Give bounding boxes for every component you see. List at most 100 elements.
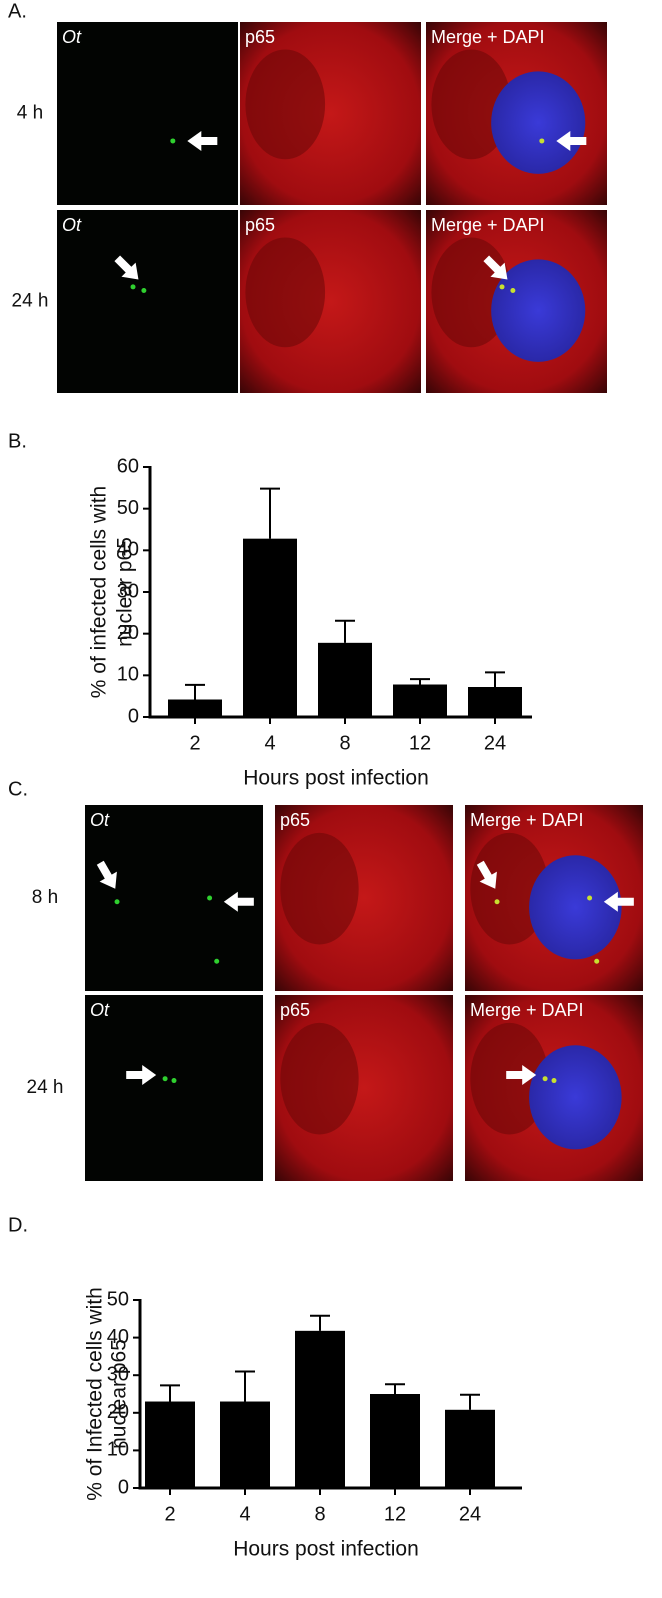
- x-tick-label: 2: [189, 732, 200, 754]
- y-tick-label: 50: [117, 497, 139, 519]
- nucleus: [529, 855, 622, 960]
- micrograph: Ot: [57, 22, 238, 205]
- image-label: p65: [280, 810, 310, 830]
- error-bar: [160, 1384, 180, 1402]
- nucleus: [491, 259, 586, 362]
- bar: [220, 1401, 270, 1488]
- cell-shadow: [245, 49, 326, 160]
- bacterium: [594, 958, 600, 964]
- y-axis-title: % of Infected cells with: [84, 1287, 107, 1501]
- x-tick-label: 8: [314, 1503, 325, 1525]
- arrow-head: [603, 891, 634, 912]
- image-label: Ot: [90, 810, 110, 830]
- y-tick-label: 60: [117, 455, 139, 477]
- error-bar: [185, 683, 205, 700]
- image-label: Merge + DAPI: [470, 1000, 584, 1020]
- bacterium: [510, 288, 516, 294]
- error-bar: [260, 487, 280, 539]
- bacterium: [207, 895, 213, 901]
- x-axis-title: Hours post infection: [233, 1538, 419, 1561]
- y-tick-label: 30: [107, 1363, 129, 1385]
- y-tick-label: 20: [117, 622, 139, 644]
- row-label: 8 h: [32, 887, 58, 908]
- image-bg: [85, 995, 263, 1181]
- micrograph: p65: [240, 22, 421, 205]
- micrograph: p65: [275, 995, 453, 1181]
- image-label: Ot: [62, 27, 82, 47]
- image-bg: [57, 22, 238, 205]
- y-tick-label: 40: [117, 539, 139, 561]
- arrow-head: [483, 255, 508, 280]
- cell-shadow: [470, 832, 549, 945]
- micrograph: Merge + DAPI: [465, 995, 643, 1181]
- image-label: p65: [280, 1000, 310, 1020]
- bar: [145, 1401, 195, 1488]
- x-tick-label: 8: [339, 732, 350, 754]
- bar: [243, 538, 297, 717]
- arrow-head: [556, 130, 587, 151]
- bacterium: [114, 899, 120, 905]
- arrow: [556, 130, 587, 151]
- micrograph: p65: [240, 210, 421, 393]
- y-tick-label: 20: [107, 1401, 129, 1423]
- bacterium: [214, 958, 220, 964]
- panel-label: B.: [8, 430, 27, 452]
- bar: [168, 699, 222, 717]
- arrow: [114, 255, 139, 280]
- arrow-head: [114, 255, 139, 280]
- bacterium: [539, 138, 545, 144]
- micrograph: Merge + DAPI: [426, 22, 607, 205]
- image-label: Ot: [90, 1000, 110, 1020]
- x-tick-label: 12: [384, 1503, 406, 1525]
- arrow-head: [126, 1064, 157, 1085]
- row-label: 24 h: [12, 291, 49, 312]
- arrow-head: [223, 891, 254, 912]
- arrow: [506, 1064, 537, 1085]
- image-label: Merge + DAPI: [470, 810, 584, 830]
- y-axis-title: nuclear p65: [114, 537, 137, 647]
- image-label: p65: [245, 27, 275, 47]
- error-bar: [485, 671, 505, 687]
- panel-label: D.: [8, 1214, 28, 1236]
- bacterium: [499, 284, 505, 290]
- cell-shadow: [431, 49, 512, 160]
- arrow: [483, 255, 508, 280]
- bacterium: [130, 284, 136, 290]
- bar: [370, 1394, 420, 1488]
- error-bar: [460, 1393, 480, 1410]
- image-label: Ot: [62, 215, 82, 235]
- cell-shadow: [280, 832, 359, 945]
- error-bar: [310, 1314, 330, 1331]
- y-axis-title: % of infected cells with: [88, 486, 111, 698]
- error-bar: [235, 1370, 255, 1402]
- image-bg: [57, 210, 238, 393]
- image-label: Merge + DAPI: [431, 215, 545, 235]
- bacterium: [551, 1078, 557, 1084]
- y-axis-title: nuclear p65: [108, 1339, 131, 1449]
- bacterium: [587, 895, 593, 901]
- y-tick-label: 30: [117, 580, 139, 602]
- bacterium: [162, 1076, 168, 1082]
- arrow: [96, 860, 117, 889]
- y-tick-label: 0: [128, 705, 139, 727]
- bacterium: [171, 1078, 177, 1084]
- micrograph: Merge + DAPI: [465, 805, 643, 991]
- arrow: [223, 891, 254, 912]
- arrow-head: [506, 1064, 537, 1085]
- arrow-head: [187, 130, 218, 151]
- x-tick-label: 4: [239, 1503, 250, 1525]
- micrograph: p65: [275, 805, 453, 991]
- micrograph: Merge + DAPI: [426, 210, 607, 393]
- arrow: [187, 130, 218, 151]
- cell-shadow: [245, 237, 326, 348]
- y-tick-label: 10: [117, 664, 139, 686]
- arrow-head: [96, 860, 117, 889]
- bar: [318, 642, 372, 717]
- bacterium: [141, 288, 147, 294]
- nucleus: [529, 1045, 622, 1150]
- bar: [468, 687, 522, 717]
- y-tick-label: 0: [118, 1476, 129, 1498]
- micrograph: Ot: [85, 995, 263, 1181]
- cell-shadow: [280, 1022, 359, 1135]
